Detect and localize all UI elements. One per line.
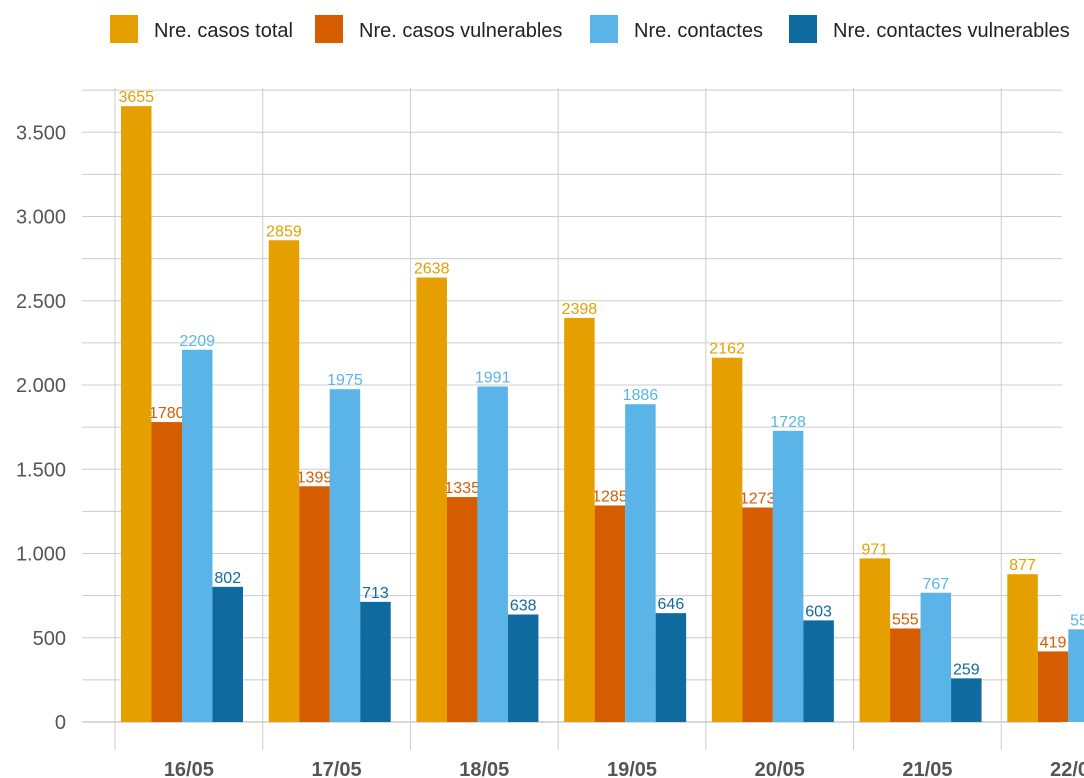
bar	[121, 106, 152, 722]
y-tick-label: 2.500	[16, 291, 66, 313]
data-label: 1991	[475, 370, 511, 387]
data-label: 2162	[709, 341, 745, 358]
data-label: 1780	[149, 405, 185, 422]
x-tick-label: 21/05	[902, 759, 952, 778]
bar	[742, 507, 773, 722]
data-label: 2638	[414, 260, 450, 277]
axes: 0 500 1.000 1.500 2.000 2.500 3.000 3.500 16/05 1…	[16, 122, 1084, 778]
bar	[859, 558, 891, 722]
legend-swatch	[315, 15, 343, 43]
data-label: 767	[922, 576, 949, 593]
bar	[182, 349, 213, 722]
bar	[1037, 651, 1069, 722]
data-label: 877	[1009, 557, 1036, 574]
data-label: 713	[362, 585, 389, 602]
data-label: 2859	[266, 223, 302, 240]
legend-swatch	[110, 15, 138, 43]
data-label: 971	[861, 541, 888, 558]
x-tick-label: 19/05	[607, 759, 657, 778]
bar	[711, 357, 743, 722]
data-label: 1399	[297, 469, 333, 486]
bar	[212, 586, 243, 722]
bar	[151, 422, 182, 722]
legend-label: Nre. casos vulnerables	[359, 20, 562, 42]
legend-label: Nre. contactes vulnerables	[833, 20, 1070, 42]
data-label: 3655	[118, 89, 154, 106]
legend: Nre. casos total Nre. casos vulnerables Nr…	[110, 15, 1070, 43]
data-label: 2209	[179, 333, 215, 350]
bar	[772, 430, 804, 722]
x-tick-label: 17/05	[312, 759, 362, 778]
data-label: 1335	[444, 480, 480, 497]
data-label: 802	[214, 570, 241, 587]
bar	[507, 614, 539, 722]
x-tick-label: 20/05	[755, 759, 805, 778]
bar	[890, 628, 921, 722]
data-label: 2398	[562, 301, 598, 318]
bar	[564, 317, 595, 722]
bar	[299, 486, 330, 722]
bars: 3655 1780 2209 802 2859 1399 1975 713 2638 1335 19…	[118, 89, 1084, 723]
data-label: 555	[892, 611, 919, 628]
y-tick-label: 500	[33, 628, 66, 650]
legend-swatch	[789, 15, 817, 43]
y-tick-label: 0	[55, 712, 66, 734]
data-label: 1886	[623, 387, 659, 404]
bar	[477, 386, 508, 722]
gridlines	[82, 88, 1062, 750]
data-label: 1975	[327, 372, 363, 389]
y-tick-label: 3.000	[16, 207, 66, 229]
x-tick-label: 16/05	[164, 759, 214, 778]
data-label: 638	[510, 597, 537, 614]
legend-label: Nre. casos total	[154, 20, 293, 42]
x-tick-label: 18/05	[459, 759, 509, 778]
bar	[1068, 629, 1084, 722]
bar	[446, 497, 478, 722]
bar	[803, 620, 834, 722]
x-tick-label: 22/05	[1050, 759, 1084, 778]
data-label: 646	[658, 596, 685, 613]
y-tick-label: 2.000	[16, 375, 66, 397]
y-tick-label: 1.500	[16, 459, 66, 481]
data-label: 1273	[740, 490, 776, 507]
y-tick-label: 3.500	[16, 122, 66, 144]
data-label: 419	[1040, 634, 1067, 651]
data-label: 259	[953, 661, 980, 678]
bar	[416, 277, 447, 722]
data-label: 550	[1070, 612, 1084, 629]
bar	[951, 678, 982, 722]
bar	[920, 592, 952, 722]
data-label: 603	[805, 603, 832, 620]
data-label: 1285	[592, 488, 628, 505]
bar	[1007, 574, 1038, 722]
bar	[655, 613, 687, 722]
bar	[329, 389, 361, 722]
bar	[625, 404, 656, 722]
bar	[594, 505, 626, 722]
bar	[268, 240, 300, 723]
legend-swatch	[590, 15, 618, 43]
y-tick-label: 1.000	[16, 544, 66, 566]
legend-label: Nre. contactes	[634, 20, 763, 42]
bar	[360, 601, 391, 722]
data-label: 1728	[770, 414, 806, 431]
